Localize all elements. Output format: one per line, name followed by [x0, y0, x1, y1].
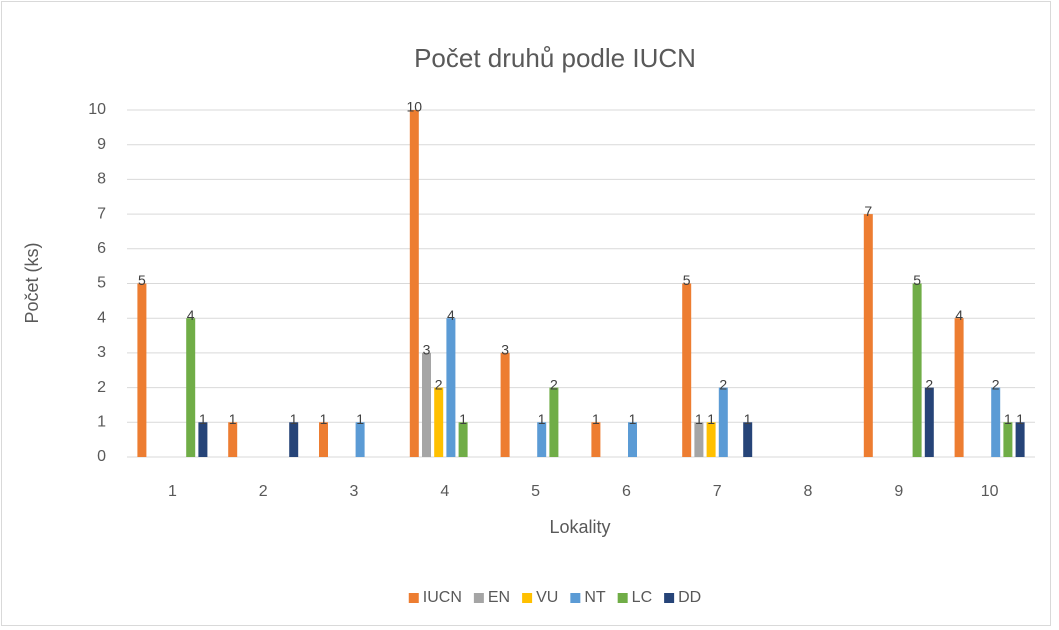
legend-label: IUCN — [423, 589, 462, 606]
data-label: 1 — [229, 411, 237, 427]
bar — [289, 422, 299, 457]
bar — [706, 422, 716, 457]
legend-swatch — [408, 593, 419, 603]
legend-label: EN — [488, 589, 510, 606]
x-tick-label: 4 — [440, 483, 449, 500]
bar — [924, 387, 934, 457]
bar — [537, 422, 547, 457]
data-label: 3 — [423, 342, 431, 358]
data-label: 1 — [356, 411, 364, 427]
legend-swatch — [473, 593, 484, 603]
chart-title: Počet druhů podle IUCN — [414, 43, 696, 73]
data-label: 1 — [199, 411, 207, 427]
data-label: 5 — [913, 272, 921, 288]
data-label: 1 — [629, 411, 637, 427]
x-tick-label: 9 — [894, 483, 903, 500]
legend-label: DD — [678, 589, 701, 606]
data-label: 2 — [550, 376, 558, 392]
bar — [228, 422, 238, 457]
bar — [628, 422, 637, 457]
y-tick-label: 9 — [97, 136, 106, 153]
bar — [1015, 422, 1025, 457]
x-tick-label: 5 — [531, 483, 540, 500]
data-label: 10 — [407, 99, 423, 115]
data-label: 4 — [187, 307, 195, 323]
y-tick-label: 7 — [97, 205, 106, 222]
data-label: 1 — [320, 411, 328, 427]
bar — [743, 422, 753, 457]
data-label: 2 — [435, 376, 443, 392]
bar — [863, 214, 873, 457]
bar — [682, 283, 692, 457]
bar — [991, 387, 1001, 457]
data-label: 7 — [864, 203, 872, 219]
bar — [355, 422, 365, 457]
data-label: 1 — [592, 411, 600, 427]
legend-swatch — [664, 593, 675, 603]
x-tick-label: 8 — [804, 483, 813, 500]
data-label: 1 — [459, 411, 467, 427]
x-tick-label: 7 — [713, 483, 722, 500]
bar — [694, 422, 704, 457]
bar — [186, 318, 196, 457]
data-label: 1 — [538, 411, 546, 427]
data-label: 2 — [992, 376, 1000, 392]
bar — [422, 352, 431, 457]
bar — [1003, 422, 1013, 457]
bar — [434, 387, 444, 457]
bar — [500, 352, 510, 457]
x-tick-label: 6 — [622, 483, 631, 500]
data-label: 1 — [1016, 411, 1024, 427]
y-tick-label: 2 — [97, 379, 106, 396]
bar — [718, 387, 728, 457]
x-axis-label: Lokality — [549, 517, 610, 537]
data-label: 5 — [683, 272, 691, 288]
x-tick-label: 10 — [981, 483, 999, 500]
legend-swatch — [522, 593, 533, 603]
data-label: 5 — [138, 272, 146, 288]
y-tick-label: 4 — [97, 309, 106, 326]
bar — [458, 422, 468, 457]
x-tick-label: 1 — [168, 483, 177, 500]
y-tick-label: 5 — [97, 275, 106, 292]
data-label: 1 — [290, 411, 298, 427]
bar — [954, 318, 964, 457]
data-label: 4 — [955, 307, 963, 323]
y-tick-label: 1 — [97, 414, 106, 431]
y-tick-label: 0 — [97, 448, 106, 465]
bar — [137, 283, 147, 457]
bar — [198, 422, 208, 457]
bar — [319, 422, 328, 457]
x-tick-label: 2 — [259, 483, 268, 500]
data-label: 1 — [744, 411, 752, 427]
legend-label: NT — [584, 589, 606, 606]
legend-swatch — [570, 593, 581, 603]
data-label: 3 — [501, 342, 509, 358]
data-label: 1 — [695, 411, 703, 427]
legend-label: VU — [536, 589, 558, 606]
y-axis-label: Počet (ks) — [22, 242, 42, 323]
bar — [591, 422, 601, 457]
bar — [409, 110, 419, 457]
y-tick-label: 10 — [88, 101, 106, 118]
data-label: 2 — [719, 376, 727, 392]
y-tick-label: 8 — [97, 171, 106, 188]
bar — [912, 283, 922, 457]
y-tick-label: 6 — [97, 240, 106, 257]
y-tick-label: 3 — [97, 344, 106, 361]
legend-swatch — [617, 593, 628, 603]
data-label: 1 — [707, 411, 715, 427]
legend-label: LC — [632, 589, 652, 606]
x-tick-label: 3 — [350, 483, 359, 500]
data-label: 1 — [1004, 411, 1012, 427]
data-label: 4 — [447, 307, 455, 323]
data-label: 2 — [925, 376, 933, 392]
bar — [446, 318, 456, 457]
bar — [549, 387, 559, 457]
